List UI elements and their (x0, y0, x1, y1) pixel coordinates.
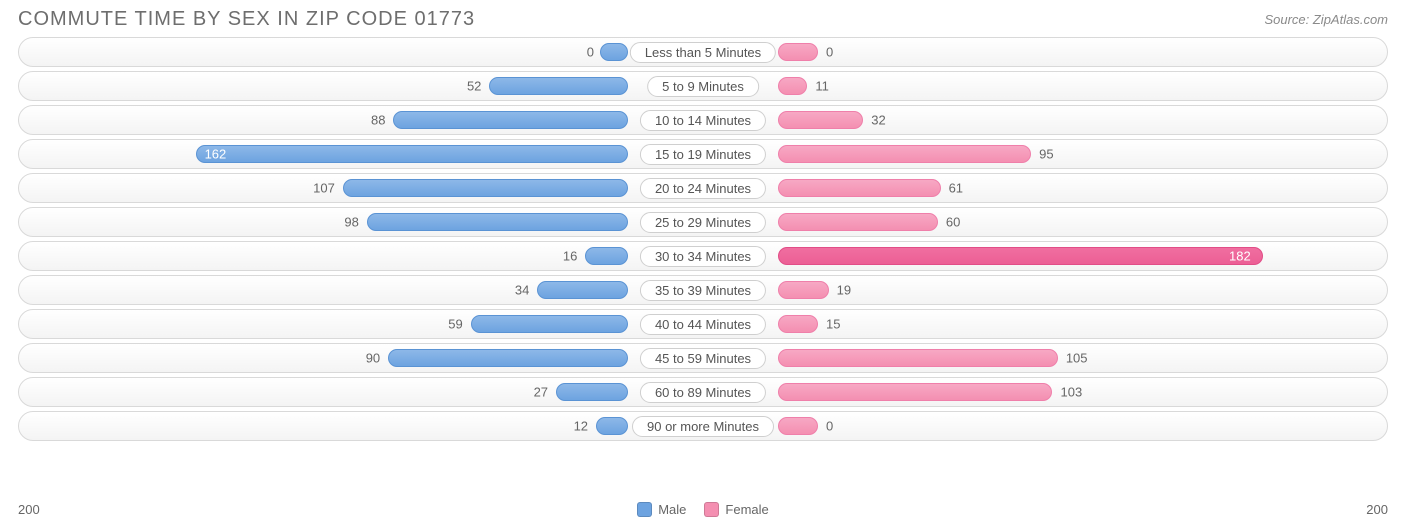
bar-male (471, 315, 628, 333)
bar-male (600, 43, 628, 61)
bar-male (343, 179, 628, 197)
legend-item-female: Female (704, 502, 768, 517)
chart-row: 90 105 45 to 59 Minutes (18, 343, 1388, 373)
chart-row: 98 60 25 to 29 Minutes (18, 207, 1388, 237)
category-label: 25 to 29 Minutes (640, 212, 766, 233)
chart-area: 0 0 Less than 5 Minutes 52 11 5 to 9 Minutes 8… (0, 37, 1406, 441)
category-label: 40 to 44 Minutes (640, 314, 766, 335)
chart-row: 34 19 35 to 39 Minutes (18, 275, 1388, 305)
bar-male (367, 213, 628, 231)
category-label: 35 to 39 Minutes (640, 280, 766, 301)
bar-female (778, 383, 1052, 401)
value-label-female: 15 (826, 317, 840, 332)
value-label-female: 182 (1229, 249, 1251, 264)
category-label: 15 to 19 Minutes (640, 144, 766, 165)
chart-row: 27 103 60 to 89 Minutes (18, 377, 1388, 407)
value-label-female: 95 (1039, 147, 1053, 162)
category-label: 10 to 14 Minutes (640, 110, 766, 131)
chart-header: COMMUTE TIME BY SEX IN ZIP CODE 01773 So… (0, 0, 1406, 37)
bar-female (778, 247, 1263, 265)
chart-title: COMMUTE TIME BY SEX IN ZIP CODE 01773 (18, 8, 475, 31)
value-label-female: 0 (826, 45, 833, 60)
chart-source: Source: ZipAtlas.com (1264, 12, 1388, 27)
bar-female (778, 145, 1031, 163)
chart-row: 52 11 5 to 9 Minutes (18, 71, 1388, 101)
value-label-male: 88 (371, 113, 385, 128)
legend: Male Female (637, 502, 769, 517)
bar-male (556, 383, 628, 401)
bar-male (393, 111, 628, 129)
chart-row: 16 182 30 to 34 Minutes (18, 241, 1388, 271)
bar-female (778, 213, 938, 231)
value-label-male: 59 (448, 317, 462, 332)
axis-max-right: 200 (1366, 502, 1388, 517)
value-label-female: 32 (871, 113, 885, 128)
value-label-male: 0 (587, 45, 594, 60)
value-label-male: 27 (534, 385, 548, 400)
value-label-male: 162 (205, 147, 227, 162)
category-label: 20 to 24 Minutes (640, 178, 766, 199)
chart-row: 88 32 10 to 14 Minutes (18, 105, 1388, 135)
axis-max-left: 200 (18, 502, 40, 517)
category-label: 60 to 89 Minutes (640, 382, 766, 403)
value-label-male: 34 (515, 283, 529, 298)
value-label-male: 90 (366, 351, 380, 366)
legend-item-male: Male (637, 502, 686, 517)
bar-female (778, 111, 863, 129)
legend-swatch-female (704, 502, 719, 517)
category-label: 30 to 34 Minutes (640, 246, 766, 267)
bar-female (778, 179, 941, 197)
chart-row: 162 95 15 to 19 Minutes (18, 139, 1388, 169)
legend-label-male: Male (658, 502, 686, 517)
bar-male (596, 417, 628, 435)
value-label-female: 60 (946, 215, 960, 230)
chart-footer: 200 Male Female 200 (18, 502, 1388, 517)
bar-female (778, 281, 829, 299)
value-label-female: 11 (815, 79, 829, 94)
category-label: Less than 5 Minutes (630, 42, 776, 63)
chart-row: 12 0 90 or more Minutes (18, 411, 1388, 441)
bar-female (778, 43, 818, 61)
value-label-male: 12 (574, 419, 588, 434)
value-label-male: 98 (344, 215, 358, 230)
legend-swatch-male (637, 502, 652, 517)
bar-male (489, 77, 628, 95)
bar-female (778, 77, 807, 95)
value-label-male: 107 (313, 181, 335, 196)
value-label-male: 16 (563, 249, 577, 264)
value-label-female: 105 (1066, 351, 1088, 366)
chart-row: 107 61 20 to 24 Minutes (18, 173, 1388, 203)
bar-male (388, 349, 628, 367)
value-label-female: 19 (837, 283, 851, 298)
value-label-female: 103 (1060, 385, 1082, 400)
bar-female (778, 349, 1058, 367)
value-label-female: 61 (949, 181, 963, 196)
bar-male (585, 247, 628, 265)
bar-male (196, 145, 628, 163)
chart-row: 59 15 40 to 44 Minutes (18, 309, 1388, 339)
chart-row: 0 0 Less than 5 Minutes (18, 37, 1388, 67)
bar-male (537, 281, 628, 299)
legend-label-female: Female (725, 502, 768, 517)
bar-female (778, 417, 818, 435)
bar-female (778, 315, 818, 333)
category-label: 45 to 59 Minutes (640, 348, 766, 369)
category-label: 5 to 9 Minutes (647, 76, 759, 97)
category-label: 90 or more Minutes (632, 416, 774, 437)
value-label-female: 0 (826, 419, 833, 434)
value-label-male: 52 (467, 79, 481, 94)
